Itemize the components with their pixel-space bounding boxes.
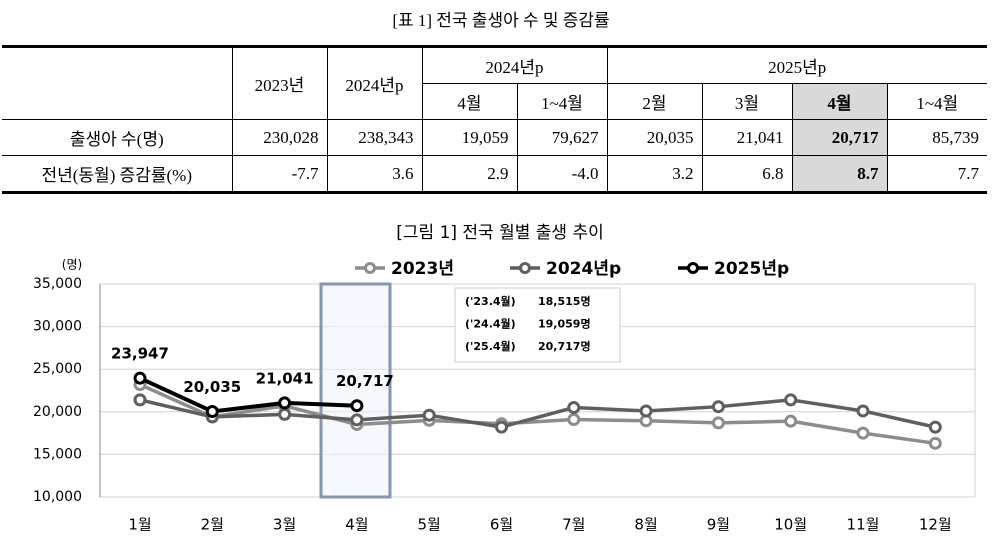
x-tick-label: 7월 xyxy=(562,516,585,534)
legend-label: 2023년 xyxy=(391,259,454,279)
chart-title: [그림 1] 전국 월별 출생 추이 xyxy=(396,223,604,243)
table-cell: 3.2 xyxy=(606,155,703,194)
header-cell: 2월 xyxy=(606,83,703,120)
point xyxy=(278,396,292,410)
x-tick-label: 8월 xyxy=(634,516,657,534)
annotation-text: 19,059명 xyxy=(538,317,591,331)
table: 2023년 2024년p 2024년p 2025년p 4월 1~4월 2월 3월… xyxy=(2,45,987,194)
point xyxy=(856,426,870,440)
row-label: 전년(동월) 증감률(%) xyxy=(2,155,233,194)
point xyxy=(133,393,147,407)
point xyxy=(278,407,292,421)
header-cell: 2025년p xyxy=(606,45,987,84)
point xyxy=(422,408,436,422)
header-cell: 1~4월 xyxy=(516,83,608,120)
annotation-text: 18,515명 xyxy=(538,294,591,308)
y-tick-label: 15,000 xyxy=(33,446,82,462)
x-tick-label: 4월 xyxy=(345,516,368,534)
table-cell: 19,059 xyxy=(421,119,518,156)
table-title: [표 1] 전국 출생아 수 및 증감률 xyxy=(392,11,610,30)
y-tick-label: 10,000 xyxy=(33,489,82,505)
y-tick-label: 35,000 xyxy=(33,276,82,292)
header-cell: 4월 xyxy=(791,83,888,120)
point xyxy=(639,404,653,418)
header-cell: 2023년 xyxy=(231,45,328,120)
legend-marker xyxy=(687,262,699,274)
series-line xyxy=(139,376,357,414)
table-cell: 6.8 xyxy=(701,155,793,194)
point xyxy=(567,401,581,415)
point xyxy=(350,399,364,413)
point xyxy=(711,416,725,430)
row-label: 출생아 수(명) xyxy=(2,119,233,156)
x-tick-label: 5월 xyxy=(418,516,441,534)
legend-marker xyxy=(364,262,376,274)
point xyxy=(350,413,364,427)
x-tick-label: 12월 xyxy=(919,516,952,534)
point xyxy=(784,414,798,428)
corner-cell xyxy=(2,45,233,120)
table-cell: 21,041 xyxy=(701,119,793,156)
legend-label: 2024년p xyxy=(546,259,621,279)
x-tick-label: 9월 xyxy=(707,516,730,534)
x-tick-label: 11월 xyxy=(847,516,880,534)
x-tick-label: 1월 xyxy=(128,516,151,534)
series-line xyxy=(139,382,936,446)
header-cell: 1~4월 xyxy=(886,83,987,120)
table-cell: 3.6 xyxy=(326,155,423,194)
point xyxy=(567,412,581,426)
highlight-box xyxy=(319,282,392,499)
point xyxy=(856,404,870,418)
table-cell: 230,028 xyxy=(231,119,328,156)
annotation-box xyxy=(454,287,621,363)
data-label: 21,041 xyxy=(256,369,314,387)
legend-marker xyxy=(519,262,531,274)
point xyxy=(711,400,725,414)
annotation-label: ('23.4월) xyxy=(465,294,516,308)
data-label: 20,717 xyxy=(336,372,394,390)
annotation-label: ('25.4월) xyxy=(465,339,516,353)
header-cell: 2024년p xyxy=(421,45,608,84)
y-tick-label: 20,000 xyxy=(33,404,82,420)
point xyxy=(928,420,942,434)
table-cell: 85,739 xyxy=(886,119,987,156)
y-tick-label: 30,000 xyxy=(33,319,82,335)
table-cell: 8.7 xyxy=(791,155,888,194)
point xyxy=(205,405,219,419)
x-tick-label: 6월 xyxy=(490,516,513,534)
table-cell: 20,717 xyxy=(791,119,888,156)
point xyxy=(495,420,508,434)
data-label: 20,035 xyxy=(183,378,241,396)
table-cell: 238,343 xyxy=(326,119,423,156)
point xyxy=(928,436,942,450)
y-tick-label: 25,000 xyxy=(33,361,82,377)
data-label: 23,947 xyxy=(111,345,169,363)
point xyxy=(133,371,147,385)
annotation-text: 20,717명 xyxy=(538,339,591,353)
table-cell: -4.0 xyxy=(516,155,608,194)
x-tick-label: 10월 xyxy=(774,516,807,534)
x-tick-label: 3월 xyxy=(273,516,296,534)
y-axis-label: (명) xyxy=(62,258,82,272)
annotation-label: ('24.4월) xyxy=(465,317,516,331)
table-cell: -7.7 xyxy=(231,155,328,194)
legend-label: 2025년p xyxy=(714,259,789,279)
series-line xyxy=(139,398,936,429)
x-tick-label: 2월 xyxy=(201,516,224,534)
table-cell: 7.7 xyxy=(886,155,987,194)
point xyxy=(784,393,798,407)
